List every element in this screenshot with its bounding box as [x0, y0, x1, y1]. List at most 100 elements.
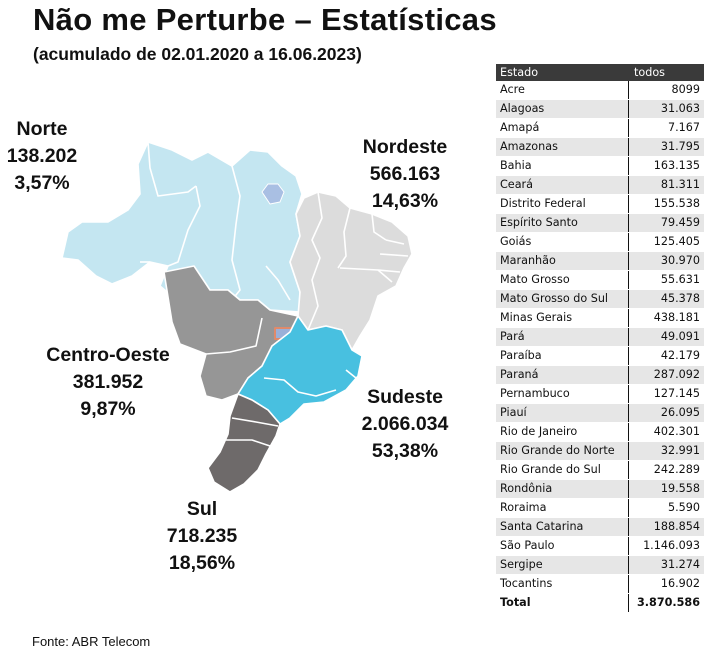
region-label-nordeste: Nordeste 566.163 14,63%	[350, 134, 460, 215]
table-row: Acre 8099	[496, 81, 704, 100]
state-count: 31.274	[627, 555, 704, 575]
state-count: 127.145	[627, 384, 704, 404]
state-name: Acre	[496, 81, 628, 100]
table-row: Espírito Santo 79.459	[496, 213, 704, 233]
state-name: Tocantins	[496, 574, 628, 594]
state-name: Rio Grande do Sul	[496, 460, 628, 480]
table-row: Roraima 5.590	[496, 498, 704, 518]
state-count: 125.405	[627, 232, 704, 252]
table-row: Rondônia 19.558	[496, 479, 704, 499]
state-name: Rondônia	[496, 479, 628, 499]
region-percent: 3,57%	[14, 172, 70, 194]
para-lake-shape	[261, 183, 285, 205]
region-nordeste	[289, 191, 413, 351]
state-count: 8099	[627, 81, 704, 100]
region-name: Nordeste	[362, 136, 448, 158]
state-count: 188.854	[627, 517, 704, 537]
state-count: 42.179	[627, 346, 704, 366]
state-name: Espírito Santo	[496, 213, 628, 233]
state-count: 49.091	[627, 327, 704, 347]
page-subtitle: (acumulado de 02.01.2020 a 16.06.2023)	[33, 44, 362, 64]
state-name: Bahia	[496, 156, 628, 176]
state-name: Maranhão	[496, 251, 628, 271]
state-count: 32.991	[627, 441, 704, 461]
state-name: Pará	[496, 327, 628, 347]
state-name: Paraíba	[496, 346, 628, 366]
region-label-sudeste: Sudeste 2.066.034 53,38%	[350, 384, 460, 465]
table-row: Rio de Janeiro 402.301	[496, 422, 704, 442]
state-count: 26.095	[627, 403, 704, 423]
region-sul	[207, 393, 281, 493]
table-row: Pernambuco 127.145	[496, 384, 704, 404]
state-name: Piauí	[496, 403, 628, 423]
state-count: 438.181	[627, 308, 704, 328]
state-name: Mato Grosso do Sul	[496, 289, 628, 309]
state-count: 16.902	[627, 574, 704, 594]
table-row: Amapá 7.167	[496, 118, 704, 138]
state-name: Sergipe	[496, 555, 628, 575]
table-total-row: Total 3.870.586	[496, 593, 704, 613]
region-percent: 53,38%	[371, 440, 439, 462]
state-count: 31.795	[627, 137, 704, 157]
state-count: 1.146.093	[627, 536, 704, 556]
table-row: Rio Grande do Norte 32.991	[496, 441, 704, 461]
table-row: Santa Catarina 188.854	[496, 517, 704, 537]
source-note: Fonte: ABR Telecom	[32, 634, 151, 649]
state-count: 55.631	[627, 270, 704, 290]
region-label-sul: Sul 718.235 18,56%	[150, 496, 254, 577]
table-row: Minas Gerais 438.181	[496, 308, 704, 328]
region-percent: 14,63%	[371, 190, 439, 212]
region-label-centro-oeste: Centro-Oeste 381.952 9,87%	[30, 342, 186, 423]
state-name: Distrito Federal	[496, 194, 628, 214]
state-name: Alagoas	[496, 99, 628, 119]
state-name: Paraná	[496, 365, 628, 385]
state-name: Amapá	[496, 118, 628, 138]
table-row: Mato Grosso do Sul 45.378	[496, 289, 704, 309]
table-row: Bahia 163.135	[496, 156, 704, 176]
region-value: 138.202	[6, 145, 78, 167]
region-value: 2.066.034	[361, 413, 449, 435]
region-name: Sudeste	[367, 386, 443, 408]
table-row: Tocantins 16.902	[496, 574, 704, 594]
table-row: Mato Grosso 55.631	[496, 270, 704, 290]
table-row: Sergipe 31.274	[496, 555, 704, 575]
region-label-norte: Norte 138.202 3,57%	[0, 116, 84, 197]
state-count: 155.538	[627, 194, 704, 214]
region-name: Centro-Oeste	[46, 344, 170, 366]
total-value: 3.870.586	[627, 593, 704, 613]
table-header-row: Estado todos	[496, 64, 704, 81]
state-count: 287.092	[627, 365, 704, 385]
state-name: Amazonas	[496, 137, 628, 157]
state-table: Estado todos Acre 8099 Alagoas 31.063 Amapá 7…	[496, 64, 704, 613]
state-name: Pernambuco	[496, 384, 628, 404]
table-row: Maranhão 30.970	[496, 251, 704, 271]
region-sudeste	[237, 315, 363, 425]
state-count: 79.459	[627, 213, 704, 233]
table-row: São Paulo 1.146.093	[496, 536, 704, 556]
region-name: Sul	[186, 498, 218, 520]
state-count: 31.063	[627, 99, 704, 119]
state-name: Ceará	[496, 175, 628, 195]
table-row: Alagoas 31.063	[496, 99, 704, 119]
state-name: Roraima	[496, 498, 628, 518]
state-name: São Paulo	[496, 536, 628, 556]
region-percent: 18,56%	[168, 552, 236, 574]
table-row: Distrito Federal 155.538	[496, 194, 704, 214]
state-name: Minas Gerais	[496, 308, 628, 328]
state-count: 81.311	[627, 175, 704, 195]
region-value: 566.163	[369, 163, 441, 185]
total-label: Total	[496, 593, 628, 613]
table-body: Acre 8099 Alagoas 31.063 Amapá 7.167 Amazonas 3…	[496, 81, 704, 594]
state-count: 45.378	[627, 289, 704, 309]
table-row: Rio Grande do Sul 242.289	[496, 460, 704, 480]
state-count: 163.135	[627, 156, 704, 176]
table-row: Amazonas 31.795	[496, 137, 704, 157]
state-name: Goiás	[496, 232, 628, 252]
state-count: 242.289	[627, 460, 704, 480]
region-value: 381.952	[72, 371, 144, 393]
state-count: 30.970	[627, 251, 704, 271]
table-row: Pará 49.091	[496, 327, 704, 347]
table-row: Paraíba 42.179	[496, 346, 704, 366]
state-count: 402.301	[627, 422, 704, 442]
